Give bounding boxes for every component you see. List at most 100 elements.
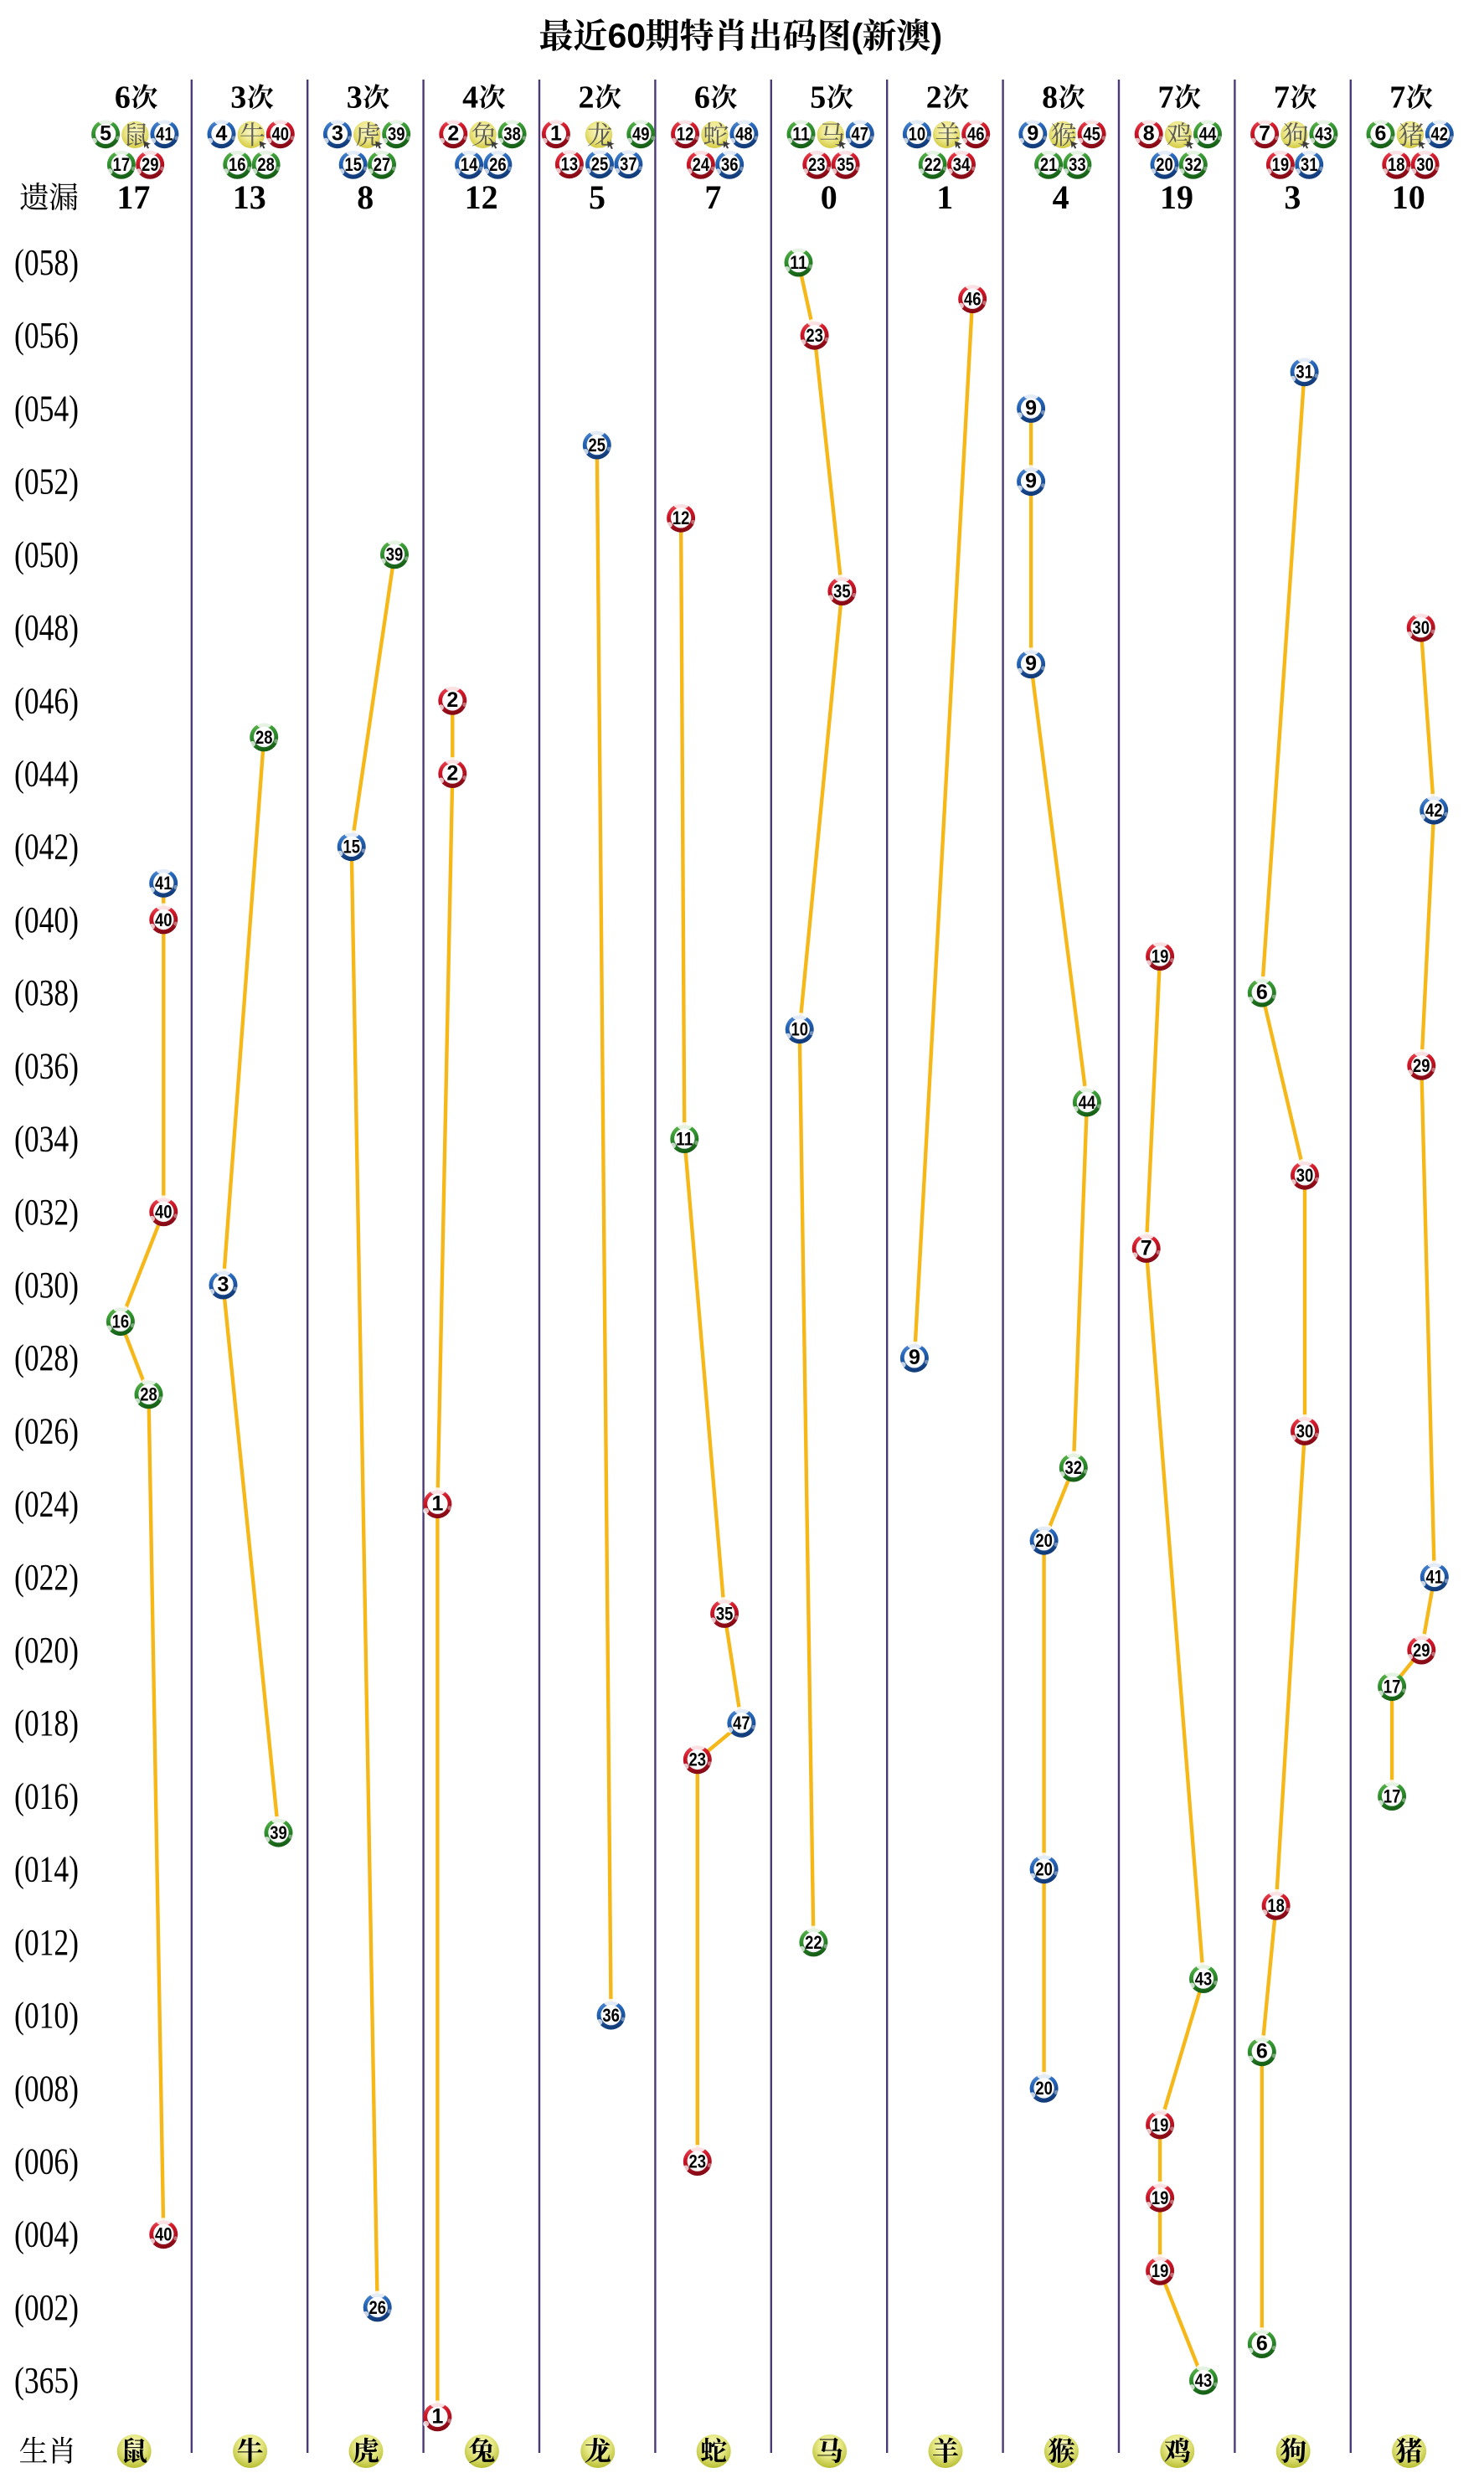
svg-text:44: 44 bbox=[1199, 124, 1217, 145]
svg-text:4: 4 bbox=[1053, 178, 1069, 216]
svg-text:2: 2 bbox=[926, 80, 942, 116]
svg-text:40: 40 bbox=[272, 124, 290, 145]
svg-text:20: 20 bbox=[1035, 1530, 1053, 1551]
svg-text:12: 12 bbox=[672, 507, 690, 528]
svg-text:46: 46 bbox=[967, 124, 985, 145]
svg-text:(056): (056) bbox=[14, 315, 79, 356]
svg-text:19: 19 bbox=[1152, 945, 1169, 966]
svg-text:(042): (042) bbox=[14, 827, 79, 868]
svg-text:32: 32 bbox=[1065, 1457, 1083, 1478]
svg-text:45: 45 bbox=[1083, 124, 1100, 145]
svg-text:1: 1 bbox=[936, 178, 953, 216]
svg-text:5: 5 bbox=[589, 178, 605, 216]
svg-text:43: 43 bbox=[1315, 124, 1332, 145]
svg-text:22: 22 bbox=[924, 154, 941, 175]
svg-text:10: 10 bbox=[909, 124, 926, 145]
svg-text:29: 29 bbox=[142, 154, 159, 175]
svg-text:20: 20 bbox=[1035, 2078, 1053, 2099]
svg-text:(012): (012) bbox=[14, 1922, 79, 1963]
svg-text:0: 0 bbox=[821, 178, 837, 216]
svg-text:17: 17 bbox=[1384, 1785, 1401, 1806]
svg-text:32: 32 bbox=[1185, 154, 1203, 175]
svg-text:14: 14 bbox=[461, 154, 478, 175]
svg-text:6: 6 bbox=[1256, 981, 1268, 1004]
svg-text:23: 23 bbox=[808, 154, 826, 175]
svg-text:43: 43 bbox=[1195, 1968, 1213, 1989]
svg-text:2: 2 bbox=[579, 80, 595, 116]
svg-text:6: 6 bbox=[694, 80, 710, 116]
svg-text:35: 35 bbox=[833, 580, 851, 601]
svg-text:23: 23 bbox=[689, 2151, 707, 2172]
svg-text:33: 33 bbox=[1069, 154, 1086, 175]
svg-text:15: 15 bbox=[343, 837, 360, 858]
svg-text:35: 35 bbox=[716, 1603, 734, 1624]
svg-text:(004): (004) bbox=[14, 2214, 79, 2255]
svg-text:31: 31 bbox=[1301, 154, 1318, 175]
svg-text:(026): (026) bbox=[14, 1410, 79, 1451]
svg-text:23: 23 bbox=[689, 1749, 707, 1770]
svg-text:41: 41 bbox=[155, 873, 173, 894]
svg-text:(022): (022) bbox=[14, 1557, 79, 1598]
svg-text:(: ( bbox=[852, 17, 863, 55]
svg-text:(020): (020) bbox=[14, 1630, 79, 1671]
svg-text:26: 26 bbox=[489, 154, 507, 175]
svg-text:(054): (054) bbox=[14, 388, 79, 429]
svg-text:(044): (044) bbox=[14, 754, 79, 795]
svg-text:(030): (030) bbox=[14, 1265, 79, 1306]
svg-text:7: 7 bbox=[1259, 122, 1270, 146]
svg-text:30: 30 bbox=[1416, 154, 1434, 175]
svg-text:44: 44 bbox=[1079, 1092, 1096, 1113]
svg-text:(046): (046) bbox=[14, 680, 79, 721]
svg-text:(002): (002) bbox=[14, 2287, 79, 2328]
svg-text:(050): (050) bbox=[14, 534, 79, 575]
svg-text:19: 19 bbox=[1152, 2260, 1169, 2281]
svg-text:19: 19 bbox=[1160, 178, 1193, 216]
svg-text:40: 40 bbox=[155, 1202, 173, 1223]
svg-text:38: 38 bbox=[503, 124, 521, 145]
svg-text:13: 13 bbox=[561, 154, 579, 175]
svg-text:8: 8 bbox=[357, 178, 374, 216]
svg-text:30: 30 bbox=[1412, 617, 1430, 638]
svg-text:16: 16 bbox=[112, 1311, 130, 1332]
svg-text:42: 42 bbox=[1425, 800, 1443, 821]
svg-text:(040): (040) bbox=[14, 899, 79, 940]
svg-text:49: 49 bbox=[632, 124, 650, 145]
svg-text:(038): (038) bbox=[14, 972, 79, 1013]
svg-text:6: 6 bbox=[1375, 122, 1387, 146]
svg-text:17: 17 bbox=[113, 154, 131, 175]
svg-text:(052): (052) bbox=[14, 461, 79, 502]
svg-text:3: 3 bbox=[332, 122, 343, 146]
svg-text:28: 28 bbox=[140, 1384, 157, 1405]
svg-text:17: 17 bbox=[1384, 1677, 1401, 1698]
svg-text:6: 6 bbox=[115, 80, 131, 116]
svg-text:42: 42 bbox=[1431, 124, 1449, 145]
svg-text:43: 43 bbox=[1195, 2370, 1213, 2391]
svg-text:1: 1 bbox=[431, 2405, 443, 2429]
svg-text:(036): (036) bbox=[14, 1045, 79, 1086]
svg-text:6: 6 bbox=[1256, 2331, 1268, 2355]
svg-text:3: 3 bbox=[1284, 178, 1301, 216]
svg-text:30: 30 bbox=[1296, 1165, 1314, 1186]
svg-text:36: 36 bbox=[602, 2005, 620, 2026]
svg-text:(010): (010) bbox=[14, 1995, 79, 2036]
svg-text:22: 22 bbox=[805, 1932, 822, 1953]
svg-text:13: 13 bbox=[233, 178, 266, 216]
svg-text:8: 8 bbox=[1042, 80, 1058, 116]
svg-text:37: 37 bbox=[620, 154, 637, 175]
svg-text:46: 46 bbox=[964, 289, 982, 310]
svg-text:9: 9 bbox=[1025, 396, 1037, 420]
svg-text:18: 18 bbox=[1388, 154, 1405, 175]
svg-text:5: 5 bbox=[810, 80, 826, 116]
svg-text:18: 18 bbox=[1267, 1895, 1285, 1916]
svg-text:2: 2 bbox=[446, 688, 458, 712]
svg-text:(028): (028) bbox=[14, 1337, 79, 1378]
svg-text:(032): (032) bbox=[14, 1192, 79, 1233]
svg-text:15: 15 bbox=[344, 154, 362, 175]
svg-text:35: 35 bbox=[837, 154, 854, 175]
svg-text:19: 19 bbox=[1152, 2187, 1169, 2208]
svg-text:1: 1 bbox=[550, 122, 562, 146]
svg-text:8: 8 bbox=[1143, 122, 1155, 146]
svg-text:25: 25 bbox=[591, 154, 609, 175]
svg-text:27: 27 bbox=[374, 154, 391, 175]
svg-text:(014): (014) bbox=[14, 1849, 79, 1890]
